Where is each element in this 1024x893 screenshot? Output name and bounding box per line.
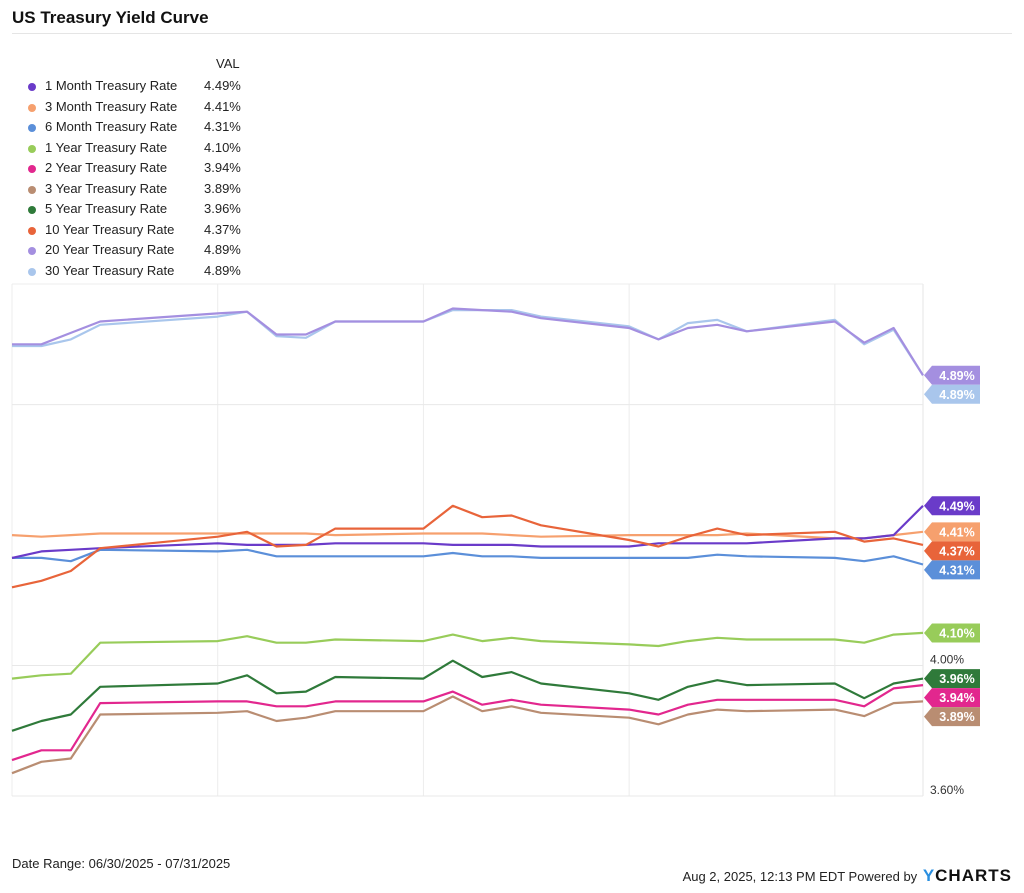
series-line[interactable]: [12, 548, 924, 566]
ycharts-logo[interactable]: YCHARTS: [923, 866, 1012, 885]
timestamp: Aug 2, 2025, 12:13 PM EDT Powered by: [682, 869, 918, 884]
series-line[interactable]: [12, 309, 924, 376]
legend-value: 4.49%: [204, 78, 241, 93]
legend-marker: [28, 83, 36, 91]
legend-label: 5 Year Treasury Rate: [45, 201, 168, 216]
end-value-label: 3.96%: [939, 672, 974, 686]
series-line[interactable]: [11, 530, 924, 540]
legend-value-header: VAL: [216, 56, 240, 71]
series-line[interactable]: [11, 684, 924, 762]
ycharts-logo-y: Y: [922, 866, 936, 885]
legend-label: 1 Year Treasury Rate: [45, 139, 168, 155]
legend-marker: [28, 124, 36, 132]
series-line[interactable]: [11, 659, 924, 732]
ycharts-logo-rest: CHARTS: [935, 866, 1012, 885]
end-value-tag: [924, 496, 980, 516]
legend-marker: [28, 206, 36, 214]
end-value-tag: [924, 560, 980, 580]
legend-value: 4.89%: [204, 262, 241, 278]
end-value-tag: [924, 522, 980, 542]
line-chart: 3.60%4.00%Jun 30Jul 7Jul 14Jul 21Jul 284…: [11, 283, 980, 797]
legend-marker: [28, 165, 36, 173]
y-tick-label: 3.60%: [930, 783, 964, 797]
legend-label: 2 Year Treasury Rate: [45, 160, 168, 175]
end-value-tag: [924, 365, 980, 385]
series-line[interactable]: [11, 504, 924, 589]
end-value-label: 4.10%: [939, 626, 974, 640]
end-value-tag: [924, 669, 980, 689]
legend-value: 4.37%: [204, 221, 241, 237]
end-value-tag: [924, 541, 980, 561]
series-line[interactable]: [12, 307, 924, 376]
legend-value: 4.31%: [204, 119, 241, 134]
end-value-label: 4.31%: [939, 563, 974, 577]
legend-value: 3.96%: [204, 201, 241, 216]
y-tick-label: 4.00%: [930, 653, 964, 667]
end-value-tag: [924, 688, 980, 708]
end-value-tag: [924, 707, 980, 727]
end-value-label: 4.37%: [939, 544, 974, 558]
legend-marker: [28, 103, 36, 112]
legend-value: 3.94%: [204, 160, 241, 175]
legend-value: 4.10%: [204, 139, 241, 155]
end-value-label: 4.49%: [939, 499, 974, 513]
legend-label: 1 Month Treasury Rate: [45, 78, 178, 93]
title-divider: [12, 33, 1012, 34]
legend-marker: [28, 247, 36, 255]
legend-label: 6 Month Treasury Rate: [45, 119, 178, 134]
series-line[interactable]: [11, 505, 924, 559]
legend-marker: [28, 144, 36, 153]
legend-marker: [28, 267, 36, 276]
legend-value: 4.89%: [204, 242, 241, 257]
series-line[interactable]: [11, 631, 924, 680]
legend-label: 30 Year Treasury Rate: [45, 262, 175, 278]
end-value-tag: [924, 384, 980, 404]
legend-value: 3.89%: [204, 180, 241, 196]
end-value-label: 3.94%: [939, 691, 974, 705]
end-value-label: 3.89%: [939, 710, 974, 724]
legend-label: 3 Year Treasury Rate: [45, 180, 168, 196]
end-value-label: 4.89%: [939, 369, 974, 383]
legend-label: 3 Month Treasury Rate: [45, 98, 178, 114]
footer-attribution: Aug 2, 2025, 12:13 PM EDT Powered by YCH…: [683, 866, 1012, 886]
end-value-label: 4.41%: [939, 525, 974, 539]
legend-marker: [28, 185, 36, 194]
legend-value: 4.41%: [204, 98, 241, 114]
series-line[interactable]: [11, 695, 924, 775]
chart-title: US Treasury Yield Curve: [12, 8, 209, 27]
end-value-label: 4.89%: [939, 388, 974, 402]
date-range: Date Range: 06/30/2025 - 07/31/2025: [12, 856, 231, 871]
legend-marker: [28, 226, 36, 235]
legend-label: 10 Year Treasury Rate: [45, 221, 175, 237]
legend-label: 20 Year Treasury Rate: [45, 242, 175, 257]
end-value-tag: [924, 623, 980, 643]
